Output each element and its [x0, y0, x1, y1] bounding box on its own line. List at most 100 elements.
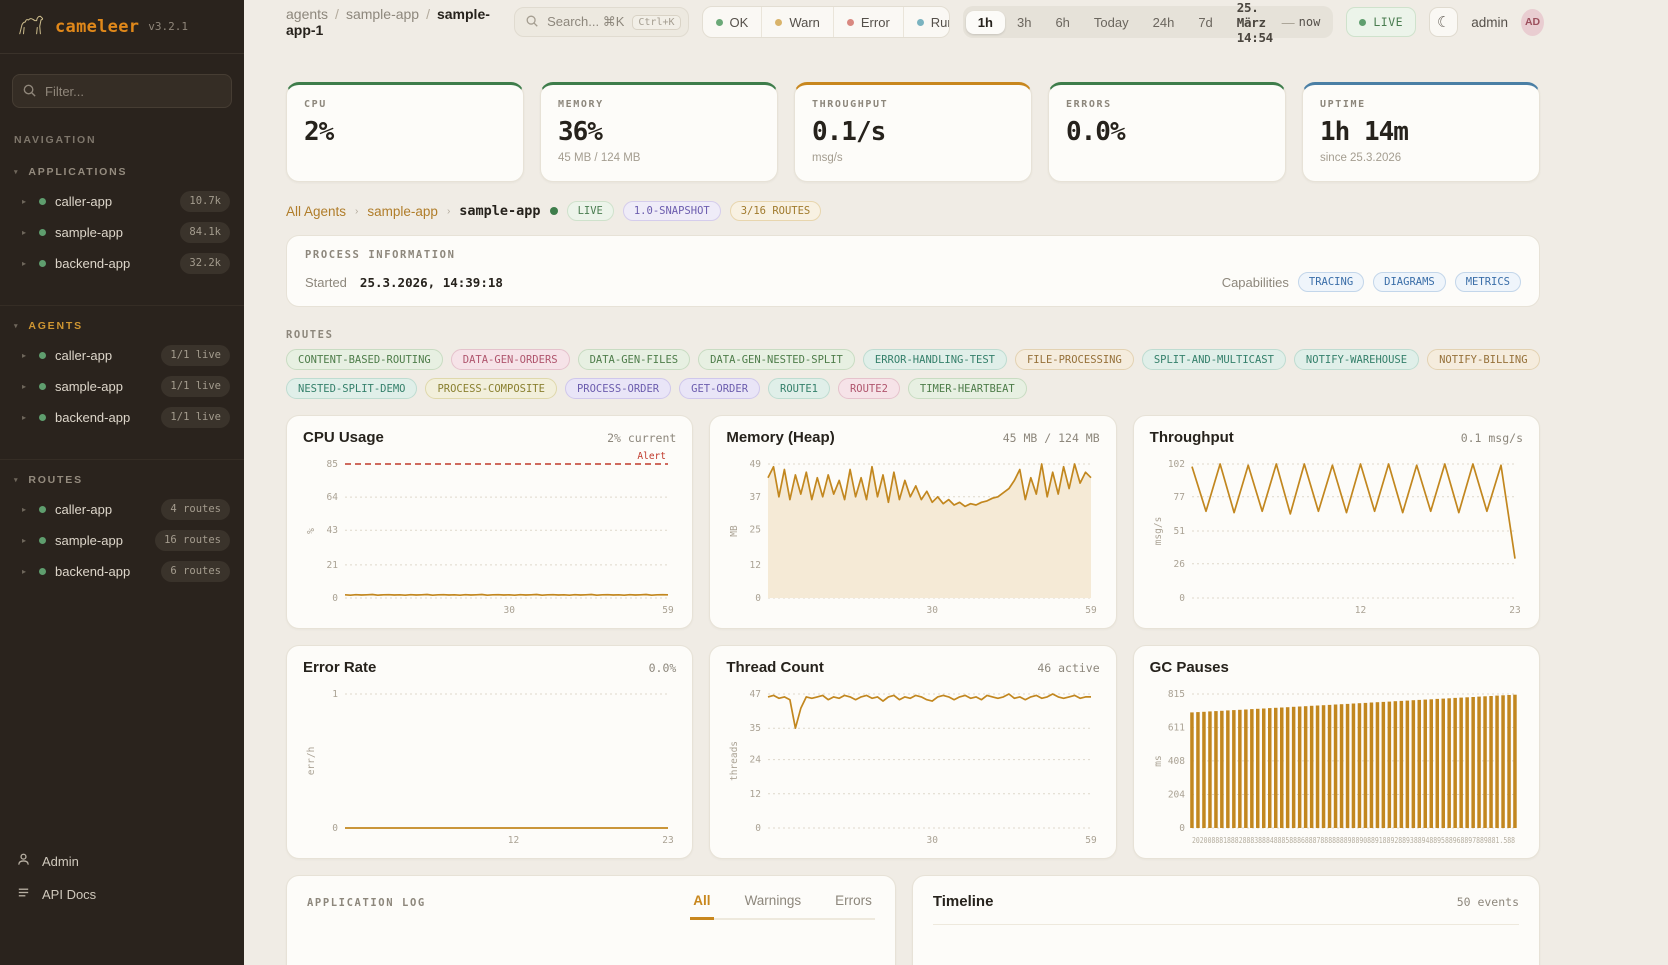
item-label: backend-app — [55, 410, 131, 425]
svg-text:25: 25 — [750, 525, 761, 536]
context-link-sample-app[interactable]: sample-app — [367, 203, 438, 219]
svg-text:30: 30 — [927, 605, 939, 616]
range-7d[interactable]: 7d — [1186, 11, 1224, 34]
breadcrumb-agents[interactable]: agents — [286, 6, 329, 22]
live-dot-icon — [1359, 18, 1367, 26]
topbar: agents / sample-app / sample-app-1 Search...… — [244, 0, 1668, 45]
sidebar-item-routes-sample-app[interactable]: ▸ sample-app 16 routes — [0, 525, 244, 556]
range-1h[interactable]: 1h — [965, 10, 1005, 34]
count-badge: 6 routes — [161, 561, 230, 582]
chart-meta: 2% current — [607, 431, 677, 445]
status-dot — [39, 260, 46, 267]
sidebar-item-applications-caller-app[interactable]: ▸ caller-app 10.7k — [0, 186, 244, 217]
svg-text:35: 35 — [750, 723, 761, 734]
sidebar-api-docs[interactable]: API Docs — [16, 885, 228, 903]
timeline-title: Timeline — [932, 893, 994, 910]
sidebar-item-agents-caller-app[interactable]: ▸ caller-app 1/1 live — [0, 340, 244, 371]
sidebar-section-routes: ▾ ROUTES ▸ caller-app 4 routes ▸ sample-app 16 … — [0, 459, 244, 597]
status-filter-running[interactable]: Running — [902, 7, 949, 37]
svg-text:0: 0 — [332, 823, 338, 834]
sidebar-item-applications-sample-app[interactable]: ▸ sample-app 84.1k — [0, 217, 244, 248]
route-chip-process-order[interactable]: PROCESS-ORDER — [564, 378, 672, 399]
caret-down-icon: ▾ — [14, 323, 20, 330]
datetime-now[interactable]: now — [1298, 15, 1321, 29]
svg-text:MB: MB — [729, 525, 740, 537]
svg-text:12: 12 — [508, 835, 519, 846]
range-24h[interactable]: 24h — [1141, 11, 1187, 34]
status-dot-icon — [916, 18, 924, 26]
avatar[interactable]: AD — [1521, 8, 1544, 36]
sidebar-item-agents-sample-app[interactable]: ▸ sample-app 1/1 live — [0, 371, 244, 402]
chart-card-error-rate: Error Rate 0.0% 1 0 err/h 12 23 — [286, 645, 694, 859]
brand-version: v3.2.1 — [148, 20, 189, 33]
route-chip-data-gen-files[interactable]: DATA-GEN-FILES — [577, 349, 691, 370]
svg-text:0: 0 — [1179, 823, 1185, 834]
log-tab-errors[interactable]: Errors — [835, 893, 872, 908]
chevron-right-icon: ▸ — [22, 351, 27, 360]
caret-down-icon: ▾ — [14, 477, 20, 484]
svg-text:12: 12 — [750, 789, 761, 800]
item-label: sample-app — [55, 533, 123, 548]
status-dot-icon — [846, 18, 854, 26]
live-status-badge[interactable]: LIVE — [1346, 7, 1417, 37]
route-chip-content-based-routing[interactable]: CONTENT-BASED-ROUTING — [286, 349, 443, 370]
log-tab-warnings[interactable]: Warnings — [744, 893, 802, 908]
route-chip-process-composite[interactable]: PROCESS-COMPOSITE — [425, 378, 557, 399]
sidebar-admin[interactable]: Admin — [16, 852, 228, 870]
route-chip-error-handling-test[interactable]: ERROR-HANDLING-TEST — [862, 349, 1007, 370]
chart-plot-throughput: 102 77 51 26 0 msg/s 12 23 — [1150, 450, 1523, 621]
sidebar-item-routes-caller-app[interactable]: ▸ caller-app 4 routes — [0, 494, 244, 525]
route-chip-file-processing[interactable]: FILE-PROCESSING — [1014, 349, 1134, 370]
range-today[interactable]: Today — [1082, 11, 1141, 34]
global-search[interactable]: Search... ⌘K Ctrl+K — [514, 7, 689, 37]
svg-text:%: % — [306, 528, 317, 534]
sidebar-item-applications-backend-app[interactable]: ▸ backend-app 32.2k — [0, 248, 244, 279]
breadcrumb-sample-app[interactable]: sample-app — [345, 6, 420, 22]
log-tab-all[interactable]: All — [690, 893, 714, 920]
sidebar-item-routes-backend-app[interactable]: ▸ backend-app 6 routes — [0, 556, 244, 587]
svg-text:0: 0 — [1179, 593, 1185, 604]
process-info-title: PROCESS INFORMATION — [305, 249, 456, 261]
chart-title: Thread Count — [726, 659, 824, 676]
route-chip-split-and-multicast[interactable]: SPLIT-AND-MULTICAST — [1141, 349, 1286, 370]
kpi-card-uptime: UPTIME 1h 14m since 25.3.2026 — [1302, 82, 1540, 182]
route-chip-route2[interactable]: ROUTE2 — [837, 378, 900, 399]
route-chip-data-gen-nested-split[interactable]: DATA-GEN-NESTED-SPLIT — [698, 349, 855, 370]
bottom-row: APPLICATION LOG All Warnings Errors Timeli… — [286, 875, 1540, 965]
user-name: admin — [1471, 14, 1509, 30]
svg-text:Alert: Alert — [637, 451, 666, 462]
count-badge: 84.1k — [180, 222, 230, 243]
sidebar: cameleer v3.2.1 NAVIGATION ▾ APPLICATIONS… — [0, 0, 244, 965]
route-chip-nested-split-demo[interactable]: NESTED-SPLIT-DEMO — [286, 378, 418, 399]
range-3h[interactable]: 3h — [1005, 11, 1043, 34]
sidebar-item-agents-backend-app[interactable]: ▸ backend-app 1/1 live — [0, 402, 244, 433]
datetime-value[interactable]: 25. März 14:54 — [1236, 0, 1273, 45]
sidebar-section-header-agents[interactable]: ▾ AGENTS — [0, 318, 244, 340]
status-dot — [39, 506, 46, 513]
svg-text:msg/s: msg/s — [1153, 517, 1164, 546]
footer-label: Admin — [42, 853, 79, 869]
status-filter-error[interactable]: Error — [832, 7, 903, 37]
svg-text:0: 0 — [756, 593, 762, 604]
route-chip-notify-billing[interactable]: NOTIFY-BILLING — [1427, 349, 1540, 370]
route-chip-data-gen-orders[interactable]: DATA-GEN-ORDERS — [450, 349, 570, 370]
chart-card-throughput: Throughput 0.1 msg/s 102 77 51 26 0 msg/s 12 23 — [1132, 415, 1540, 629]
status-filter-warn[interactable]: Warn — [761, 7, 833, 37]
sidebar-section-header-routes[interactable]: ▾ ROUTES — [0, 472, 244, 494]
filter-input[interactable] — [12, 74, 232, 108]
theme-toggle-button[interactable]: ☾ — [1429, 7, 1459, 37]
status-dot — [39, 568, 46, 575]
route-chip-route1[interactable]: ROUTE1 — [768, 378, 830, 399]
context-badge-3-16-routes: 3/16 ROUTES — [729, 201, 822, 221]
route-chip-get-order[interactable]: GET-ORDER — [679, 378, 761, 399]
sidebar-section-header-applications[interactable]: ▾ APPLICATIONS — [0, 164, 244, 186]
range-6h[interactable]: 6h — [1043, 11, 1081, 34]
chart-card-gc-pauses: GC Pauses 815 611 408 204 0 ms 2020088818882888… — [1132, 645, 1540, 859]
brand-name: cameleer — [55, 16, 140, 37]
route-chip-notify-warehouse[interactable]: NOTIFY-WAREHOUSE — [1293, 349, 1420, 370]
context-link-all-agents[interactable]: All Agents — [286, 203, 347, 219]
svg-text:611: 611 — [1167, 723, 1184, 734]
route-chip-timer-heartbeat[interactable]: TIMER-HEARTBEAT — [907, 378, 1027, 399]
count-badge: 10.7k — [180, 191, 230, 212]
status-filter-ok[interactable]: OK — [703, 7, 762, 37]
